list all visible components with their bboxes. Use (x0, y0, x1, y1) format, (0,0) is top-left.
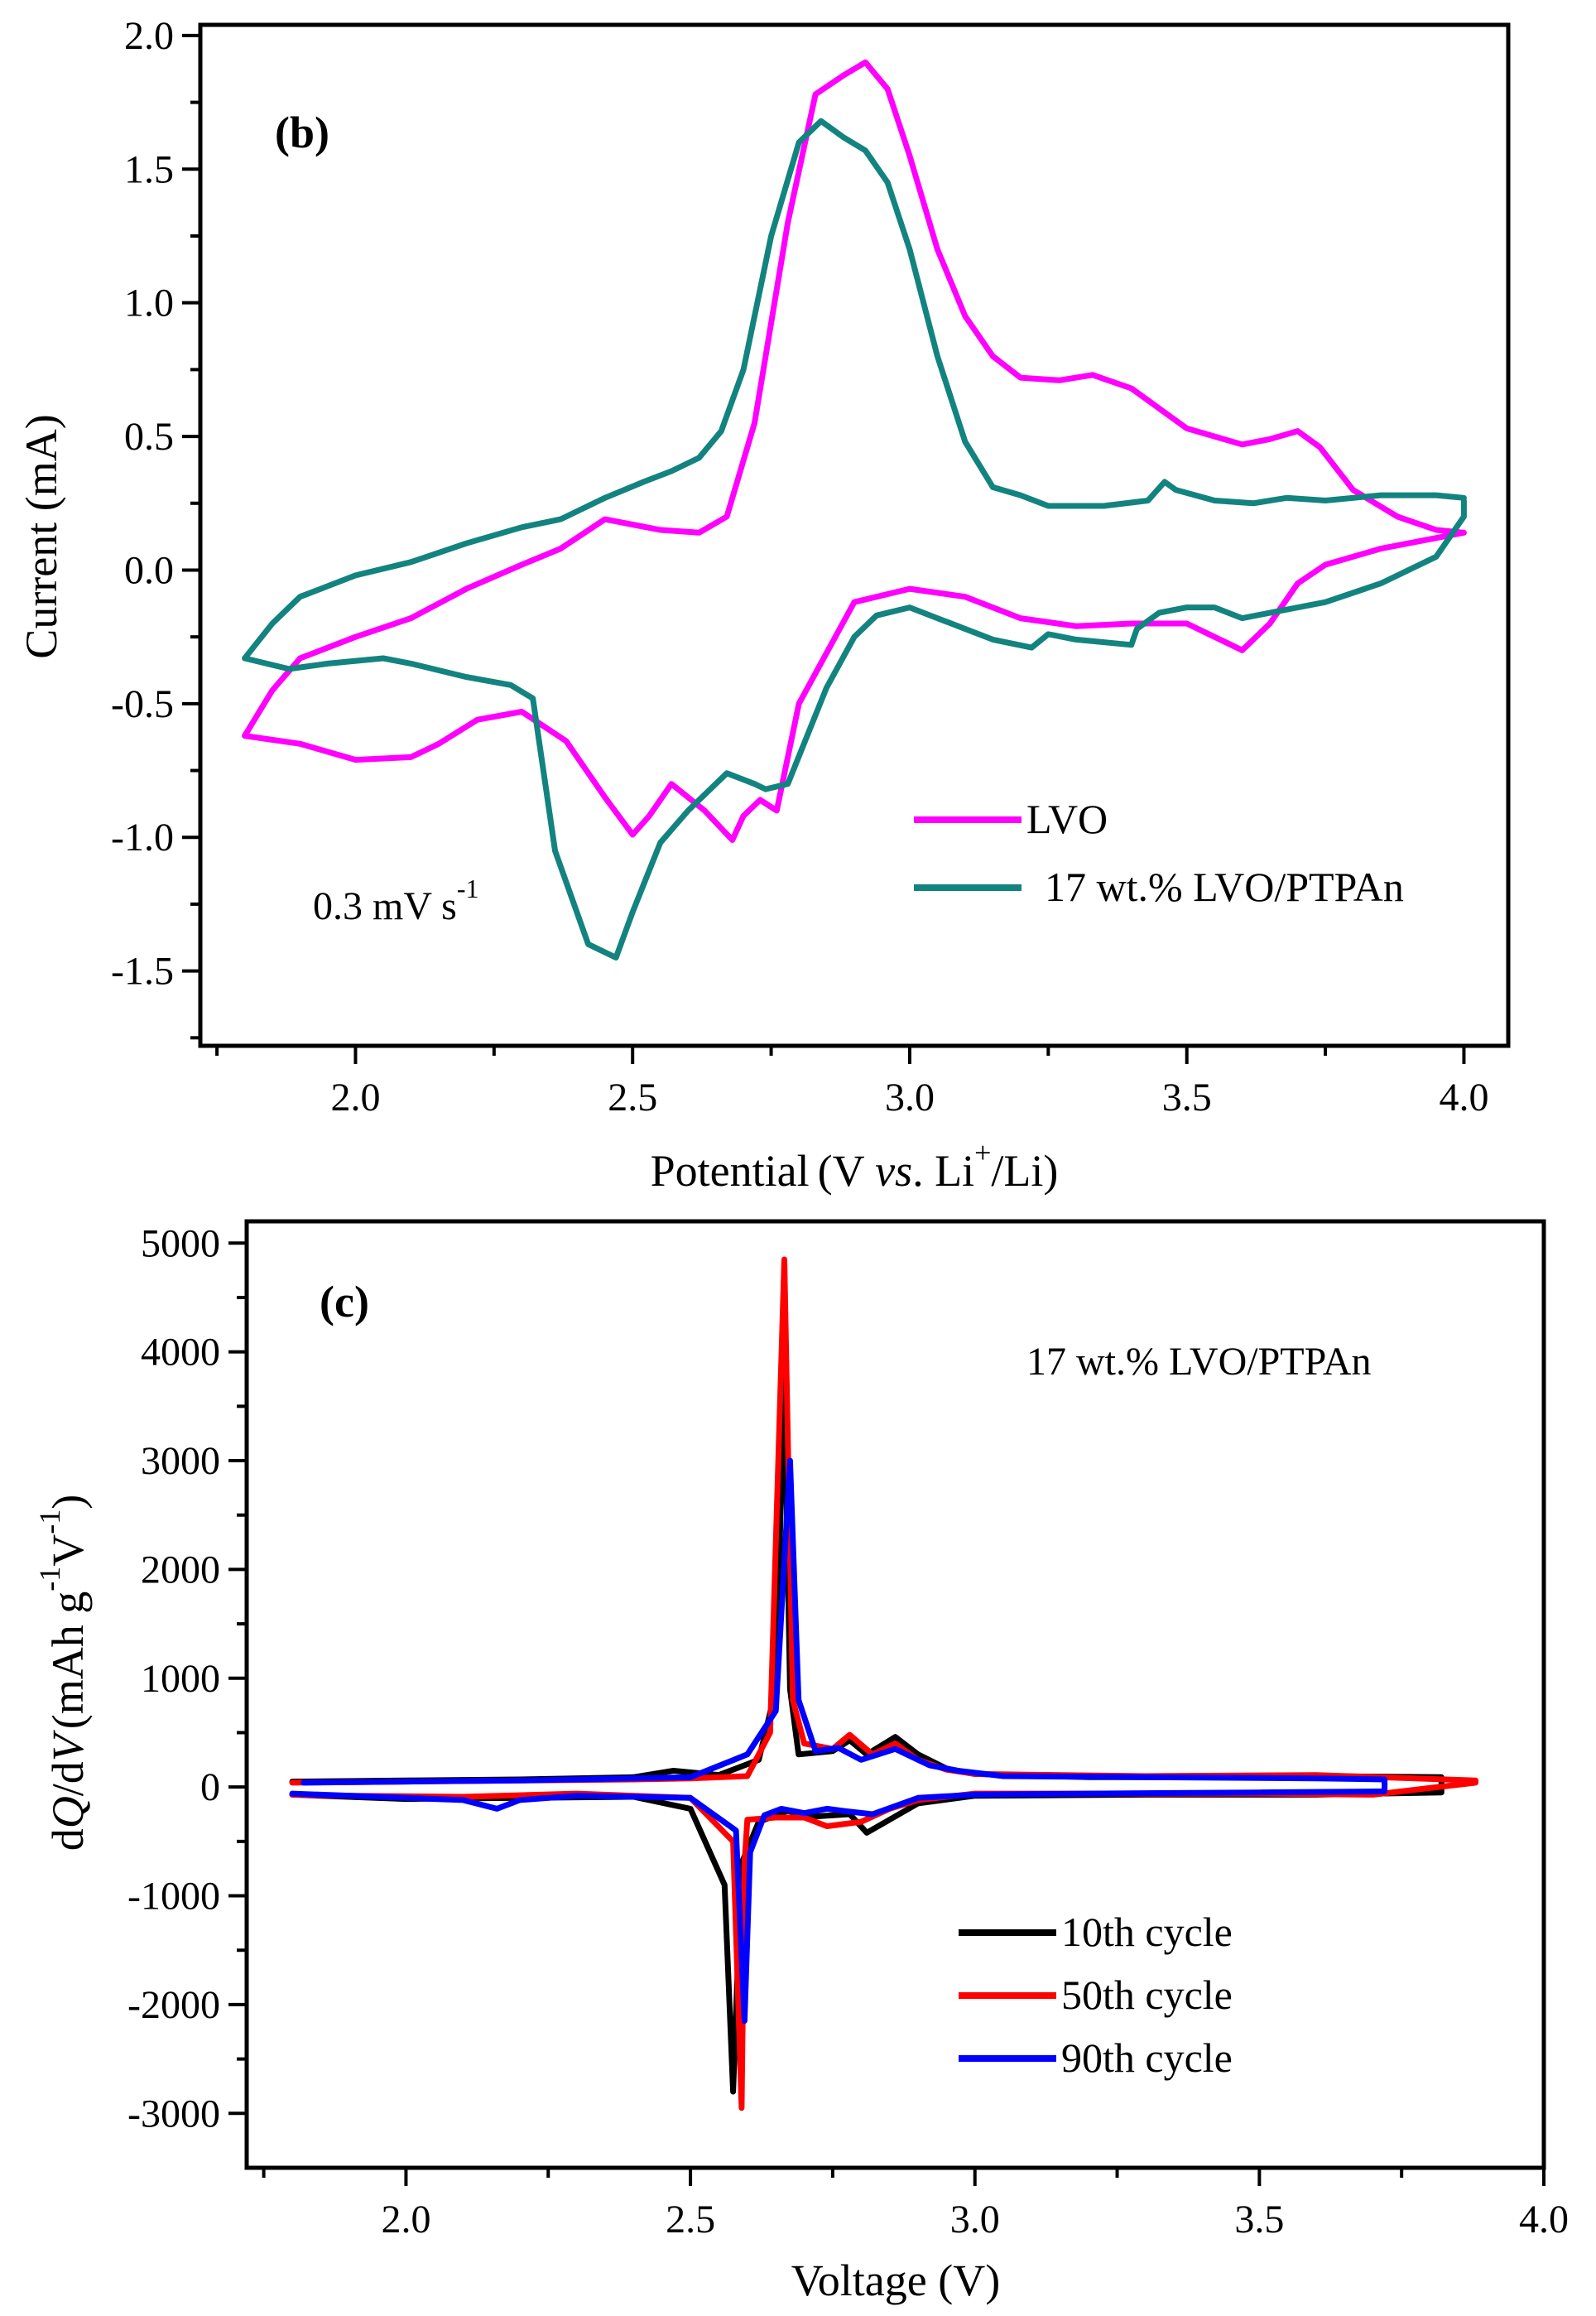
panel-b-x-tick-label: 3.5 (1162, 1076, 1212, 1119)
panel-c-y-tick-label: -2000 (127, 1983, 220, 2027)
panel-c-label: (c) (320, 1277, 369, 1327)
panel-c-y-tick-label: 2000 (141, 1548, 220, 1591)
panel-c-x-tick-label: 3.0 (950, 2198, 1000, 2241)
panel-c-x-tick-label: 2.5 (666, 2198, 715, 2241)
panel-c-y-axis-title: dQ/dV(mAh g-1V-1) (33, 1495, 93, 1851)
panel-b-x-axis-title: Potential (V vs. Li+/Li) (651, 1136, 1059, 1196)
panel-c-y-tick-label: -1000 (127, 1875, 220, 1919)
panel-c-series-50th-cycle (289, 1256, 1478, 2111)
panel-b-series-lvo (242, 59, 1467, 843)
panel-b-y-tick-label: 0.0 (124, 548, 174, 592)
panel-b-y-tick-label: -1.5 (111, 950, 174, 994)
panel-b-series-17-wt-lvo-ptpan (242, 118, 1467, 961)
panel-c-x-tick-label: 2.0 (381, 2198, 430, 2241)
panel-c-x-axis-title: Voltage (V) (791, 2256, 1000, 2305)
panel-c-y-tick-label: 4000 (141, 1331, 220, 1375)
panel-c-differential-capacity: 2.0 2.5 3.0 3.5 4.0 -3000 -2000 -1000 0 1000 2000 3… (33, 1219, 1569, 2305)
panel-c-legend: 10th cycle 50th cycle 90th cycle (959, 1909, 1233, 2081)
panel-b-cyclic-voltammetry: 2.0 2.5 3.0 3.5 4.0 -1.5 -1.0 -0.5 0.0 0.5 1.0 1.5 2… (17, 14, 1511, 1196)
panel-c-y-tick-label: -3000 (127, 2092, 220, 2135)
panel-b-y-tick-label: 1.0 (124, 282, 174, 325)
panel-b-y-tick-label: -0.5 (111, 682, 174, 726)
panel-c-legend-label-50th: 50th cycle (1061, 1972, 1233, 2018)
panel-c-sample-annotation: 17 wt.% LVO/PTPAn (1026, 1340, 1372, 1384)
panel-b-x-tick-label: 4.0 (1439, 1076, 1488, 1119)
panel-c-x-tick-label: 3.5 (1234, 2198, 1284, 2241)
panel-b-plot-frame (198, 22, 1511, 1048)
panel-b-x-tick-label: 2.0 (330, 1076, 380, 1119)
panel-b-x-tick-label: 3.0 (885, 1076, 935, 1119)
panel-b-ticks: 2.0 2.5 3.0 3.5 4.0 -1.5 -1.0 -0.5 0.0 0.5 1.0 1.5 2… (111, 14, 1488, 1119)
panel-c-plot-frame (244, 1219, 1546, 2170)
panel-c-legend-label-10th: 10th cycle (1061, 1909, 1233, 1955)
panel-b-legend-label-lvo-ptpan: 17 wt.% LVO/PTPAn (1045, 864, 1404, 910)
panel-b-scan-rate-annotation: 0.3 mV s-1 (313, 874, 478, 928)
panel-b-series (242, 59, 1467, 961)
panel-c-series-90th-cycle (289, 1457, 1388, 2025)
panel-b-label: (b) (275, 108, 329, 157)
panel-c-legend-label-90th: 90th cycle (1061, 2034, 1233, 2081)
panel-b-y-tick-label: 0.5 (124, 415, 174, 459)
panel-b-legend: LVO 17 wt.% LVO/PTPAn (914, 796, 1404, 910)
panel-b-y-axis-title: Current (mA) (17, 414, 66, 658)
panel-b-x-tick-label: 2.5 (608, 1076, 657, 1119)
panel-b-y-tick-label: 1.5 (124, 147, 174, 191)
panel-c-y-tick-label: 1000 (141, 1657, 220, 1701)
panel-b-y-tick-label: 2.0 (124, 14, 174, 58)
panel-b-y-tick-label: -1.0 (111, 816, 174, 859)
panel-c-series (289, 1256, 1478, 2111)
panel-c-ticks: 2.0 2.5 3.0 3.5 4.0 -3000 -2000 -1000 0 1000 2000 3… (127, 1221, 1569, 2241)
panel-c-y-tick-label: 0 (200, 1765, 220, 1809)
panel-c-series-10th-cycle (289, 1370, 1445, 2095)
panel-c-y-tick-label: 3000 (141, 1439, 220, 1483)
panel-c-y-tick-label: 5000 (141, 1221, 220, 1265)
panel-c-x-tick-label: 4.0 (1519, 2198, 1569, 2241)
panel-b-legend-label-lvo: LVO (1026, 796, 1108, 842)
